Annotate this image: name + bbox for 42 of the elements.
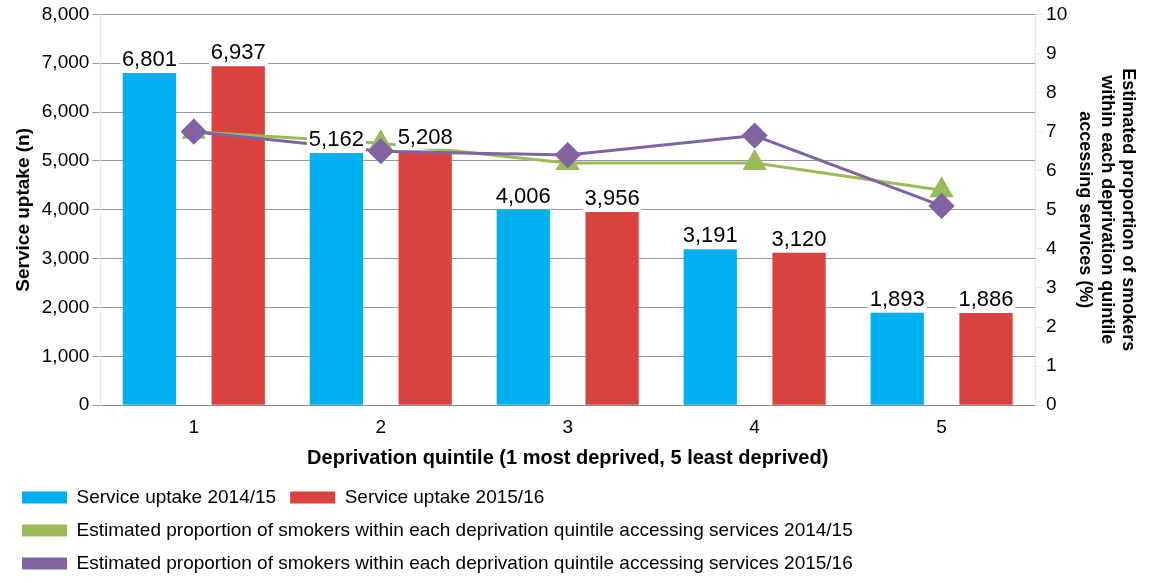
data-label: 3,120 xyxy=(771,225,827,251)
legend-label: Estimated proportion of smokers within each deprivation quintile accessing services 2014/15 xyxy=(76,518,853,540)
x-tick-label: 3 xyxy=(562,415,573,437)
data-label: 4,006 xyxy=(495,182,551,208)
data-label: 6,937 xyxy=(210,39,266,65)
x-tick-label: 1 xyxy=(188,415,200,437)
y2-tick-label: 8 xyxy=(1046,80,1057,102)
legend-label: Service uptake 2015/16 xyxy=(344,485,545,507)
x-tick-label: 4 xyxy=(749,415,761,437)
data-label: 5,162 xyxy=(308,126,364,152)
x-axis-title: Deprivation quintile (1 most deprived, 5 least deprived) xyxy=(307,445,829,468)
data-label: 3,956 xyxy=(584,185,640,211)
y-tick-label: 1,000 xyxy=(41,344,90,366)
y-tick-label: 8,000 xyxy=(41,2,90,24)
data-label: 5,208 xyxy=(397,123,453,149)
y2-tick-label: 4 xyxy=(1046,237,1058,259)
y-tick-label: 6,000 xyxy=(41,100,90,122)
y2-tick-label: 5 xyxy=(1046,198,1057,220)
y-tick-label: 5,000 xyxy=(41,149,90,171)
data-label: 1,886 xyxy=(958,286,1014,312)
y-tick-label: 0 xyxy=(78,393,90,415)
data-label: 6,801 xyxy=(121,46,177,72)
y-tick-label: 7,000 xyxy=(41,51,90,73)
y2-tick-label: 10 xyxy=(1046,2,1068,24)
y-tick-label: 3,000 xyxy=(41,246,90,268)
x-tick-label: 5 xyxy=(936,415,947,437)
y-axis-title: Service uptake (n) xyxy=(11,127,33,292)
legend-label: Service uptake 2014/15 xyxy=(76,485,277,507)
y2-tick-label: 0 xyxy=(1046,393,1057,415)
y2-tick-label: 2 xyxy=(1046,315,1057,337)
y2-tick-label: 1 xyxy=(1046,354,1057,376)
y-tick-label: 2,000 xyxy=(41,295,90,317)
y2-tick-label: 7 xyxy=(1046,119,1057,141)
y2-axis-title: Estimated proportion of smokers within each deprivation quintile accessing services (%) xyxy=(1076,68,1140,352)
y2-tick-label: 6 xyxy=(1046,158,1057,180)
data-label: 3,191 xyxy=(682,222,738,248)
data-label: 1,893 xyxy=(869,285,925,311)
y2-tick-label: 9 xyxy=(1046,41,1057,63)
y2-tick-label: 3 xyxy=(1046,276,1057,298)
x-tick-label: 2 xyxy=(375,415,387,437)
y-tick-label: 4,000 xyxy=(41,198,90,220)
legend-label: Estimated proportion of smokers within each deprivation quintile accessing services 2015/16 xyxy=(76,551,853,573)
